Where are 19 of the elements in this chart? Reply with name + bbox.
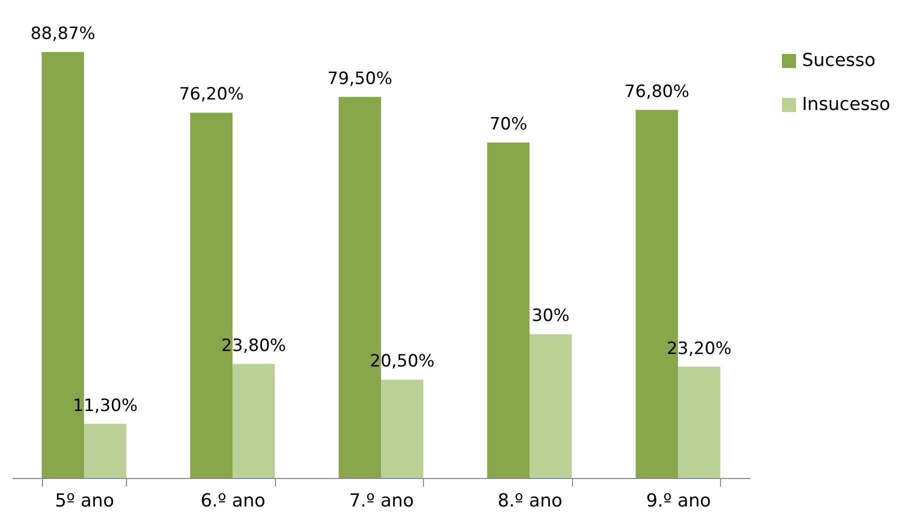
bar [678,366,720,478]
data-label: 70% [489,114,528,134]
bar [487,142,530,478]
bar [84,424,126,478]
bar [381,380,424,478]
x-tick-label: 6.º ano [200,490,266,512]
data-label: 30% [532,306,570,326]
bar [529,334,572,478]
x-tick-label: 9.º ano [646,490,711,512]
x-tick-label: 7.º ano [349,490,414,512]
data-label: 76,80% [624,82,690,102]
data-label: 76,20% [178,84,244,105]
x-tick-label: 5º ano [54,490,114,512]
legend-label: Sucesso [802,50,876,71]
legend-label: Insucesso [802,94,890,115]
data-label: 88,87% [30,24,96,44]
x-tick-label: 8.º ano [498,490,562,512]
bar [232,364,275,478]
data-label: 79,50% [327,68,392,89]
